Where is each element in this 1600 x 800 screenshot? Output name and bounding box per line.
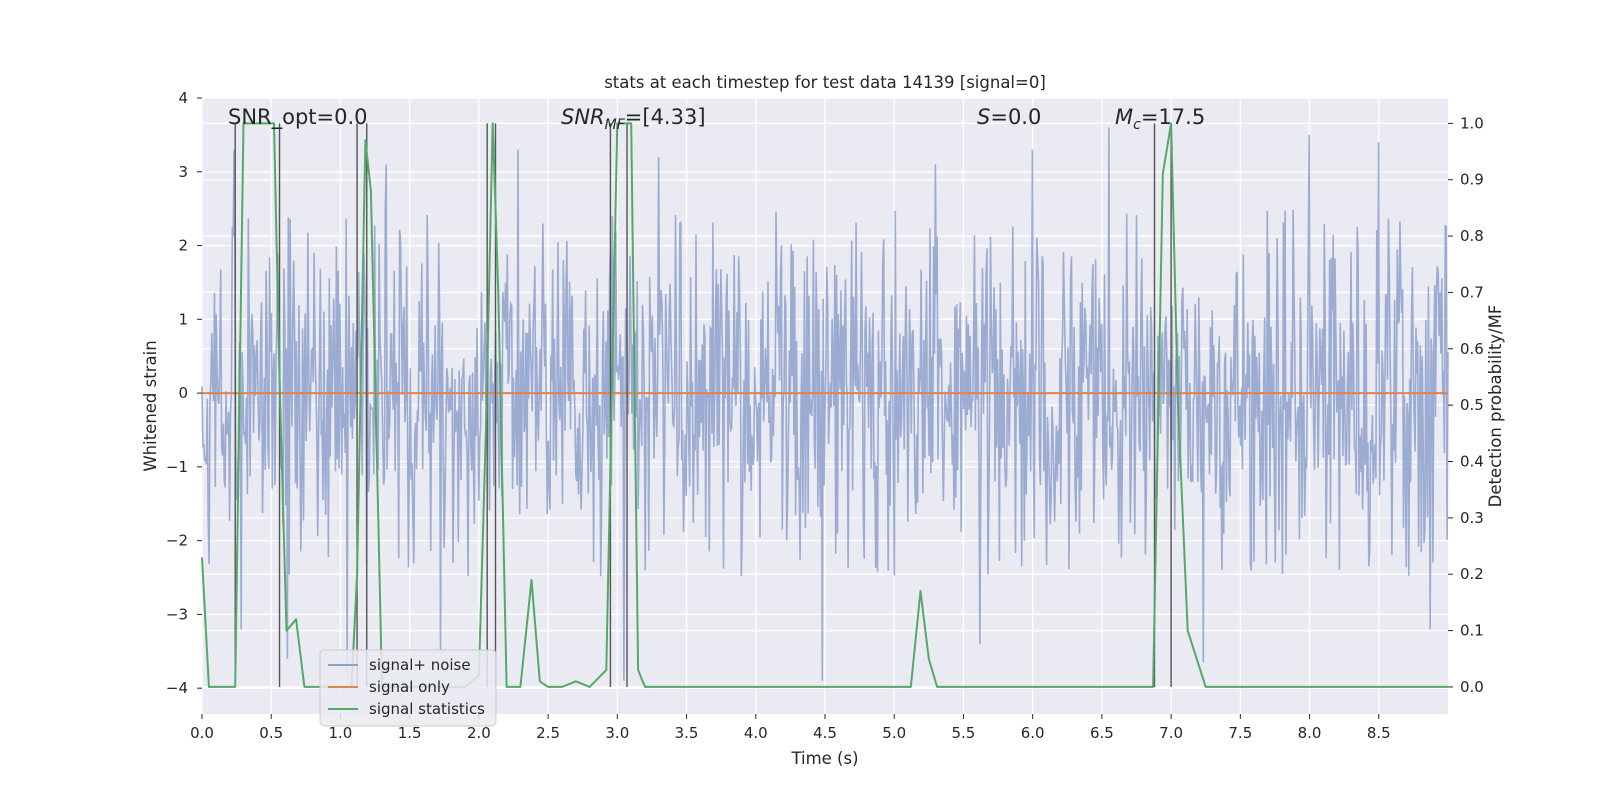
y2-tick-label: 0.6	[1460, 340, 1484, 358]
y-tick-label: −4	[166, 679, 188, 697]
chart-title: stats at each timestep for test data 141…	[604, 73, 1046, 92]
x-tick-label: 2.5	[536, 724, 560, 742]
x-tick-label: 6.0	[1021, 724, 1045, 742]
x-tick-label: 4.0	[744, 724, 768, 742]
annotation-snr-mf: SNRMF=[4.33]	[561, 105, 706, 133]
y2-tick-label: 0.9	[1460, 171, 1484, 189]
y2-tick-label: 0.4	[1460, 453, 1484, 471]
y2-tick-label: 0.8	[1460, 227, 1484, 245]
y-tick-label: −3	[166, 605, 188, 623]
x-tick-label: 3.5	[675, 724, 699, 742]
x-tick-label: 5.5	[952, 724, 976, 742]
y-tick-label: 3	[178, 163, 188, 181]
x-tick-label: 2.0	[467, 724, 491, 742]
noise-series	[201, 127, 1449, 681]
y2-tick-label: 1.0	[1460, 114, 1484, 132]
x-tick-label: 1.0	[329, 724, 353, 742]
x-tick-label: 1.5	[398, 724, 422, 742]
signal-statistics-line	[201, 122, 1448, 688]
legend-label-stats: signal statistics	[369, 700, 485, 718]
legend: signal+ noise signal only signal statist…	[319, 649, 497, 727]
x-tick-label: 3.0	[605, 724, 629, 742]
x-tick-label: 4.5	[813, 724, 837, 742]
x-tick-label: 0.5	[259, 724, 283, 742]
noise-line	[201, 127, 1449, 681]
y-tick-label: 2	[178, 237, 188, 255]
signal-statistics-series	[201, 122, 1448, 688]
x-axis-ticks: 0.0 0.5 1.0 1.5 2.0 2.5 3.0 3.5 4.0 4.5 5.0 5.5 6.0 6…	[190, 714, 1391, 742]
x-tick-label: 7.5	[1228, 724, 1252, 742]
y2-tick-label: 0.0	[1460, 678, 1484, 696]
x-tick-label: 8.0	[1298, 724, 1322, 742]
annotation-snr-mf-main: SNR	[561, 105, 605, 129]
y2-tick-label: 0.7	[1460, 283, 1484, 301]
x-tick-label: 5.0	[882, 724, 906, 742]
y2-tick-label: 0.3	[1460, 509, 1484, 527]
annotation-snr-mf-sub: MF	[605, 117, 626, 133]
x-axis-label: Time (s)	[790, 749, 858, 768]
x-tick-label: 7.0	[1159, 724, 1183, 742]
y-axis-label: Whitened strain	[141, 340, 160, 471]
annotation-mc-main: M	[1115, 105, 1133, 129]
y-tick-label: 4	[178, 89, 188, 107]
legend-label-signal: signal only	[369, 678, 450, 696]
annotation-mc-value: =17.5	[1141, 105, 1205, 129]
annotation-s-main: S	[977, 105, 990, 129]
annotation-s: S=0.0	[977, 105, 1041, 129]
legend-label-noise: signal+ noise	[369, 656, 471, 674]
y-tick-label: 1	[178, 310, 188, 328]
y2-tick-label: 0.5	[1460, 396, 1484, 414]
legend-box	[319, 649, 497, 727]
y-axis-ticks: 4 3 2 1 0 −1 −2 −3 −4	[166, 89, 202, 697]
annotation-s-value: =0.0	[990, 105, 1041, 129]
annotation-snr-mf-value: =[4.33]	[625, 105, 706, 129]
y2-tick-label: 0.2	[1460, 565, 1484, 583]
y2-axis-ticks: 1.0 0.9 0.8 0.7 0.6 0.5 0.4 0.3 0.2 0.1 0.0	[1448, 114, 1484, 696]
y-tick-label: 0	[178, 384, 188, 402]
annotation-mc: Mc=17.5	[1115, 105, 1205, 133]
y-tick-label: −2	[166, 532, 188, 550]
annotation-mc-sub: c	[1133, 117, 1141, 133]
x-tick-label: 8.5	[1367, 724, 1391, 742]
x-tick-label: 0.0	[190, 724, 214, 742]
x-tick-label: 6.5	[1090, 724, 1114, 742]
y2-axis-label: Detection probability/MF	[1486, 305, 1505, 508]
y-tick-label: −1	[166, 458, 188, 476]
y2-tick-label: 0.1	[1460, 622, 1484, 640]
annotation-snr-opt: SNR_opt=0.0	[228, 105, 368, 130]
